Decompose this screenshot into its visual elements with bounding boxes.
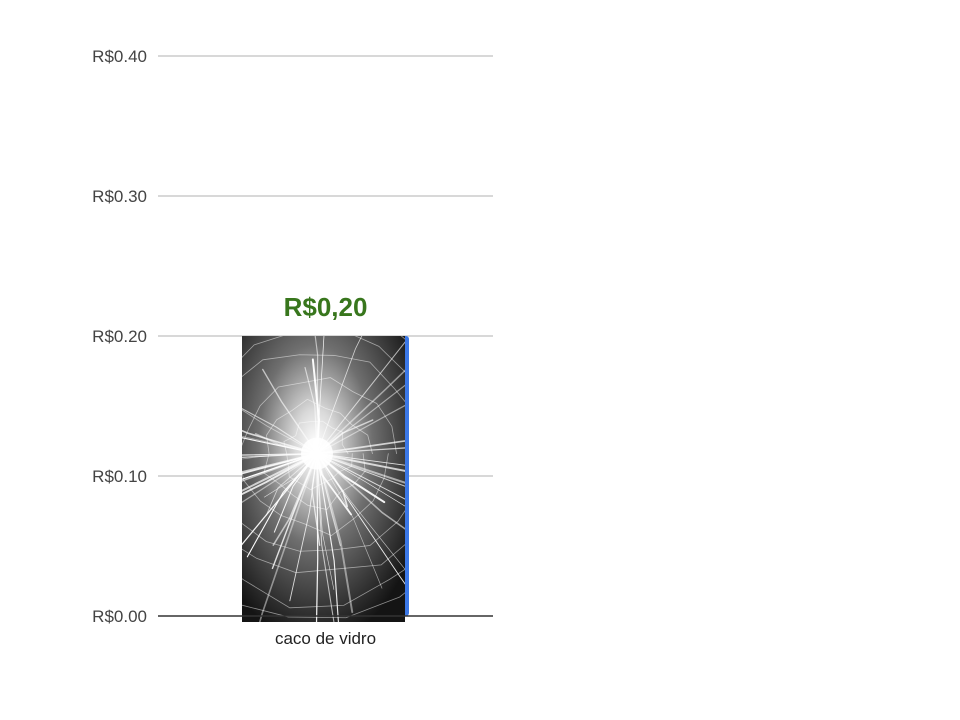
x-axis-category-labels: caco de vidro <box>275 629 376 648</box>
y-axis-tick-labels: R$0.00 R$0.10 R$0.20 R$0.30 R$0.40 <box>92 47 147 626</box>
data-label: R$0,20 <box>284 292 368 322</box>
impact-point <box>300 437 333 470</box>
bars <box>242 336 409 622</box>
y-tick-label: R$0.40 <box>92 47 147 66</box>
y-tick-label: R$0.30 <box>92 187 147 206</box>
data-labels: R$0,20 <box>284 292 368 322</box>
y-tick-label: R$0.10 <box>92 467 147 486</box>
x-category-label: caco de vidro <box>275 629 376 648</box>
bar <box>242 336 409 622</box>
shattered-glass-image <box>242 336 405 622</box>
y-tick-label: R$0.20 <box>92 327 147 346</box>
y-tick-label: R$0.00 <box>92 607 147 626</box>
